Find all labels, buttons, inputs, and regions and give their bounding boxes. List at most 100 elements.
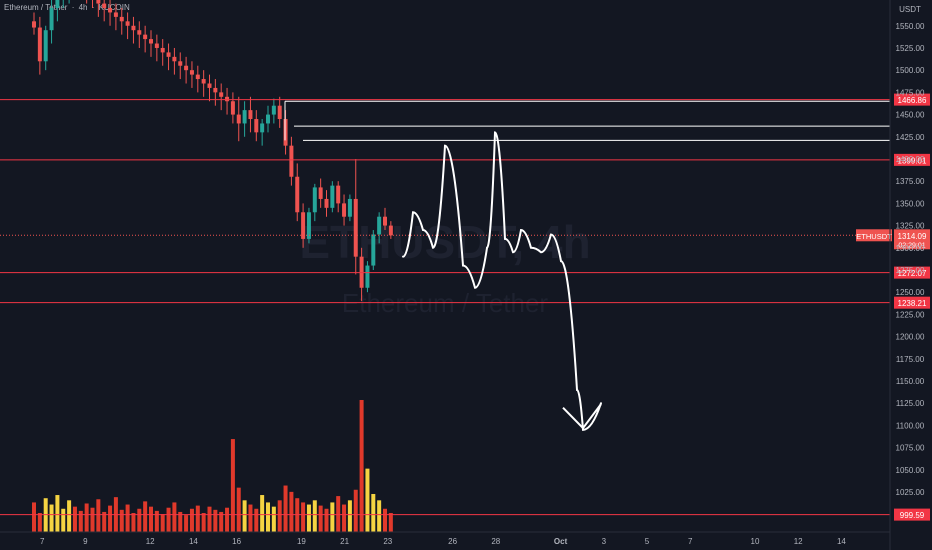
x-tick-label: 3 <box>602 537 607 546</box>
candle-body <box>137 30 142 35</box>
volume-bar <box>371 493 376 532</box>
y-tick-label: 1525.00 <box>896 44 925 53</box>
x-tick-label: 16 <box>232 537 241 546</box>
candle-body <box>336 185 341 204</box>
volume-bar <box>149 506 153 532</box>
volume-bar <box>365 468 370 532</box>
y-tick-label: 1250.00 <box>896 288 925 297</box>
candle-body <box>301 212 306 239</box>
volume-bar <box>295 498 300 532</box>
candle-body <box>353 198 358 257</box>
candle-body <box>207 83 212 88</box>
volume-bar <box>61 508 66 532</box>
volume-bar <box>125 504 130 532</box>
volume-bar <box>43 498 48 532</box>
candle-body <box>347 198 352 217</box>
projection-arrowhead <box>562 403 602 430</box>
x-tick-label: 28 <box>491 537 500 546</box>
candle-body <box>108 8 113 13</box>
volume-bar <box>230 439 235 532</box>
y-tick-label: 1350.00 <box>896 199 925 208</box>
price-level-label: 999.59 <box>900 511 925 520</box>
volume-bar <box>178 511 183 532</box>
price-level-label: 1466.86 <box>898 96 927 105</box>
y-tick-label: 1325.00 <box>896 222 925 231</box>
volume-bar <box>236 487 241 532</box>
candle-body <box>119 16 124 22</box>
y-tick-label: 1225.00 <box>896 310 925 319</box>
y-tick-label: 1275.00 <box>896 266 925 275</box>
volume-bar <box>131 512 136 532</box>
volume-bar <box>388 512 393 532</box>
y-tick-label: 1550.00 <box>896 22 925 31</box>
candle-body <box>37 27 42 62</box>
candle-body <box>154 43 159 48</box>
volume-bar <box>283 485 288 532</box>
candle-body <box>242 110 247 124</box>
y-tick-label: 1200.00 <box>896 333 925 342</box>
x-tick-label: 21 <box>340 537 349 546</box>
candle-body <box>166 52 171 57</box>
x-tick-label: 12 <box>794 537 803 546</box>
y-axis-unit: USDT <box>899 5 921 14</box>
price-level-label: 1272.07 <box>898 269 927 278</box>
volume-bar <box>248 504 253 532</box>
volume-bar <box>312 500 317 532</box>
volume-bar <box>342 504 347 532</box>
watermark-ticker: ETHUSDT, 4h <box>299 216 590 268</box>
y-tick-label: 1475.00 <box>896 88 925 97</box>
y-tick-label: 1400.00 <box>896 155 925 164</box>
volume-bar <box>306 504 311 532</box>
candle-body <box>172 56 177 62</box>
ticker-tag <box>856 229 892 242</box>
volume-bar <box>219 511 224 532</box>
candle-body <box>96 0 101 4</box>
candle-body <box>318 187 323 199</box>
price-level-tag <box>894 153 930 166</box>
candle-body <box>149 39 153 44</box>
volume-bar <box>289 491 294 532</box>
header-sep-1: · <box>71 3 75 12</box>
candle-body <box>283 119 288 146</box>
x-tick-label: 10 <box>751 537 760 546</box>
last-price-tag <box>894 229 930 250</box>
volume-bar <box>49 504 54 532</box>
candle-body <box>219 92 224 97</box>
x-tick-label: 5 <box>645 537 650 546</box>
volume-bar <box>207 506 212 532</box>
candle-body <box>388 225 393 236</box>
volume-bar <box>277 500 282 532</box>
candle-body <box>365 265 370 288</box>
symbol-header[interactable]: Ethereum / Tether · 4h · KUCOIN <box>4 3 132 12</box>
y-tick-label: 1100.00 <box>896 421 925 430</box>
projection-path <box>402 131 602 431</box>
y-tick-label: 1125.00 <box>896 399 925 408</box>
volume-bar <box>96 499 101 532</box>
y-tick-label: 1150.00 <box>896 377 925 386</box>
candle-body <box>184 65 189 71</box>
x-tick-label: 19 <box>297 537 306 546</box>
x-tick-label: 12 <box>146 537 155 546</box>
y-tick-label: 1075.00 <box>896 444 925 453</box>
candle-body <box>160 47 165 53</box>
volume-bar <box>260 495 265 532</box>
y-tick-label: 1175.00 <box>896 355 925 364</box>
candle-body <box>178 61 183 66</box>
volume-bar <box>195 505 200 532</box>
price-level-tag <box>894 508 930 521</box>
ticker-label: ETHUSDT <box>856 232 892 241</box>
volume-bar <box>90 507 95 532</box>
candle-body <box>113 12 118 17</box>
candle-body <box>371 234 376 266</box>
candle-body <box>330 185 335 208</box>
candle-body <box>383 216 387 226</box>
y-tick-label: 1500.00 <box>896 66 925 75</box>
volume-bar <box>55 495 60 532</box>
volume-bar <box>201 512 206 532</box>
volume-bar <box>119 509 124 532</box>
candle-body <box>342 203 347 217</box>
x-tick-label: 23 <box>383 537 392 546</box>
y-tick-label: 1425.00 <box>896 133 925 142</box>
volume-bar <box>225 507 230 532</box>
